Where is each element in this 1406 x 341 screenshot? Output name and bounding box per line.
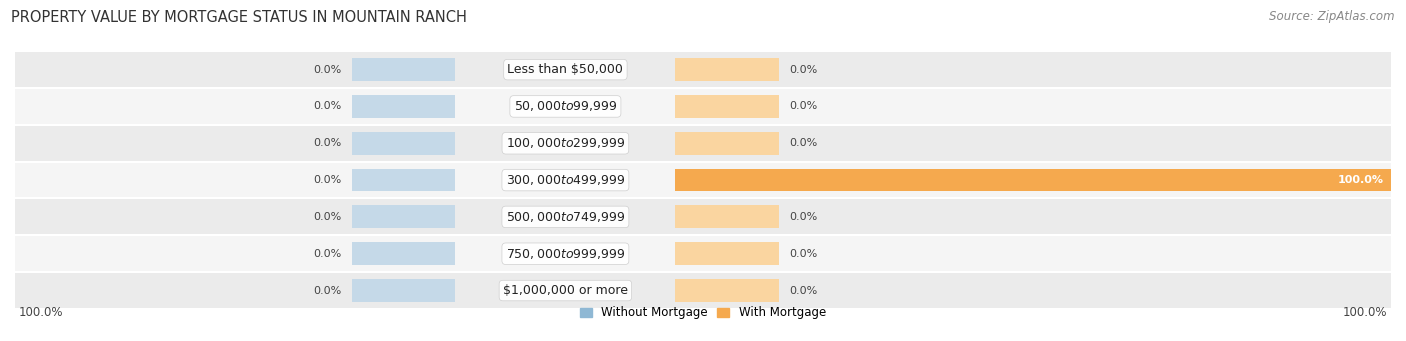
Bar xyxy=(352,169,456,192)
Bar xyxy=(352,242,456,265)
Legend: Without Mortgage, With Mortgage: Without Mortgage, With Mortgage xyxy=(581,306,825,319)
Text: PROPERTY VALUE BY MORTGAGE STATUS IN MOUNTAIN RANCH: PROPERTY VALUE BY MORTGAGE STATUS IN MOU… xyxy=(11,10,467,25)
Text: $300,000 to $499,999: $300,000 to $499,999 xyxy=(506,173,626,187)
Text: $50,000 to $99,999: $50,000 to $99,999 xyxy=(513,100,617,114)
Text: 0.0%: 0.0% xyxy=(789,212,817,222)
Text: $750,000 to $999,999: $750,000 to $999,999 xyxy=(506,247,626,261)
Bar xyxy=(352,95,456,118)
Bar xyxy=(675,95,779,118)
Bar xyxy=(15,88,1391,125)
Text: 0.0%: 0.0% xyxy=(314,249,342,259)
Bar xyxy=(352,58,456,81)
Text: 0.0%: 0.0% xyxy=(314,138,342,148)
Bar xyxy=(15,198,1391,235)
Text: 0.0%: 0.0% xyxy=(789,249,817,259)
Bar xyxy=(675,132,779,155)
Text: $100,000 to $299,999: $100,000 to $299,999 xyxy=(506,136,626,150)
Text: 0.0%: 0.0% xyxy=(314,101,342,112)
Text: 0.0%: 0.0% xyxy=(789,138,817,148)
Text: 0.0%: 0.0% xyxy=(789,101,817,112)
Bar xyxy=(15,125,1391,162)
Bar xyxy=(352,279,456,302)
Text: 0.0%: 0.0% xyxy=(314,175,342,185)
Text: 0.0%: 0.0% xyxy=(314,285,342,296)
Bar xyxy=(352,206,456,228)
Text: 0.0%: 0.0% xyxy=(314,212,342,222)
Bar xyxy=(15,272,1391,309)
Bar xyxy=(675,169,1391,192)
Bar xyxy=(675,169,779,192)
Bar xyxy=(675,206,779,228)
Text: 0.0%: 0.0% xyxy=(789,285,817,296)
Bar xyxy=(675,58,779,81)
Text: Source: ZipAtlas.com: Source: ZipAtlas.com xyxy=(1270,10,1395,23)
Text: 100.0%: 100.0% xyxy=(18,306,63,319)
Text: $500,000 to $749,999: $500,000 to $749,999 xyxy=(506,210,626,224)
Bar xyxy=(15,235,1391,272)
Text: 100.0%: 100.0% xyxy=(1343,306,1388,319)
Text: 100.0%: 100.0% xyxy=(1339,175,1384,185)
Bar xyxy=(675,279,779,302)
Text: $1,000,000 or more: $1,000,000 or more xyxy=(503,284,628,297)
Bar xyxy=(15,51,1391,88)
Text: 0.0%: 0.0% xyxy=(314,65,342,75)
Bar xyxy=(15,162,1391,198)
Bar xyxy=(675,242,779,265)
Bar xyxy=(352,132,456,155)
Text: Less than $50,000: Less than $50,000 xyxy=(508,63,623,76)
Text: 0.0%: 0.0% xyxy=(789,65,817,75)
